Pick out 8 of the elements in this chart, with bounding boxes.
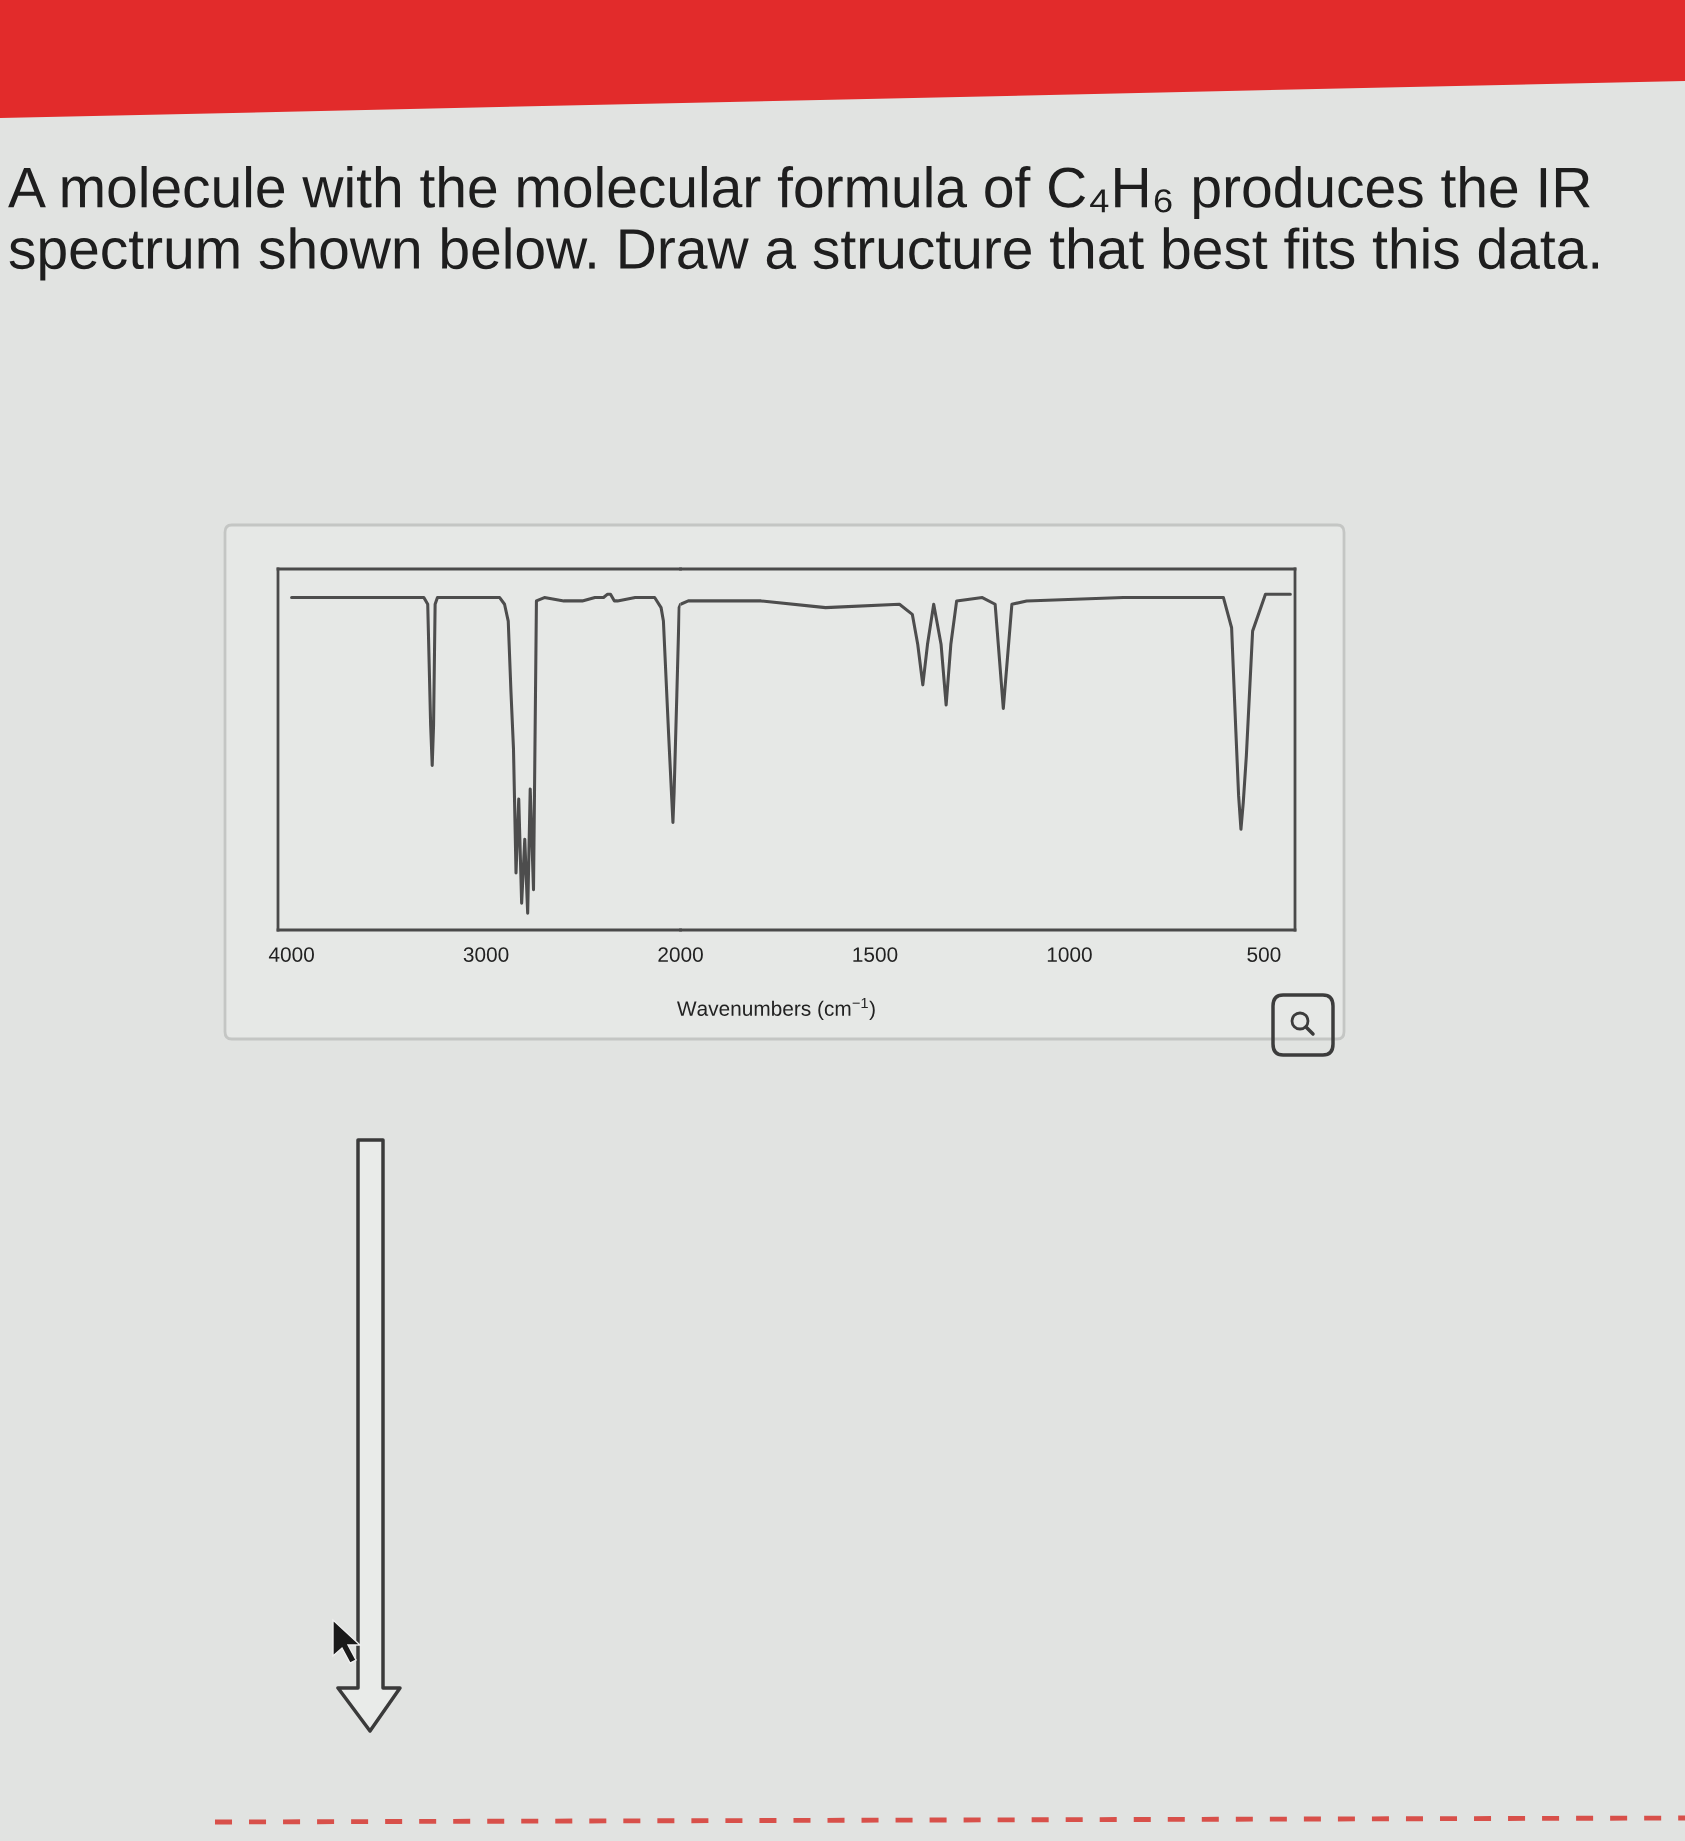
x-tick-label: 2000 [658, 947, 703, 962]
x-tick-label: 4000 [268, 947, 314, 962]
x-tick-label: 500 [1247, 947, 1281, 962]
x-tick-label: 3000 [463, 947, 509, 962]
x-tick-label: 1500 [853, 947, 898, 962]
text: A molecule with the molecular formula of C₄H₆ produces the IR spectrum shown below. Draw a structure that best fits this data. [8, 166, 1598, 281]
x-axis-title: Wavenumbers (cm$^{−1}$) [677, 998, 875, 1021]
x-tick-label: 1000 [1047, 947, 1092, 962]
